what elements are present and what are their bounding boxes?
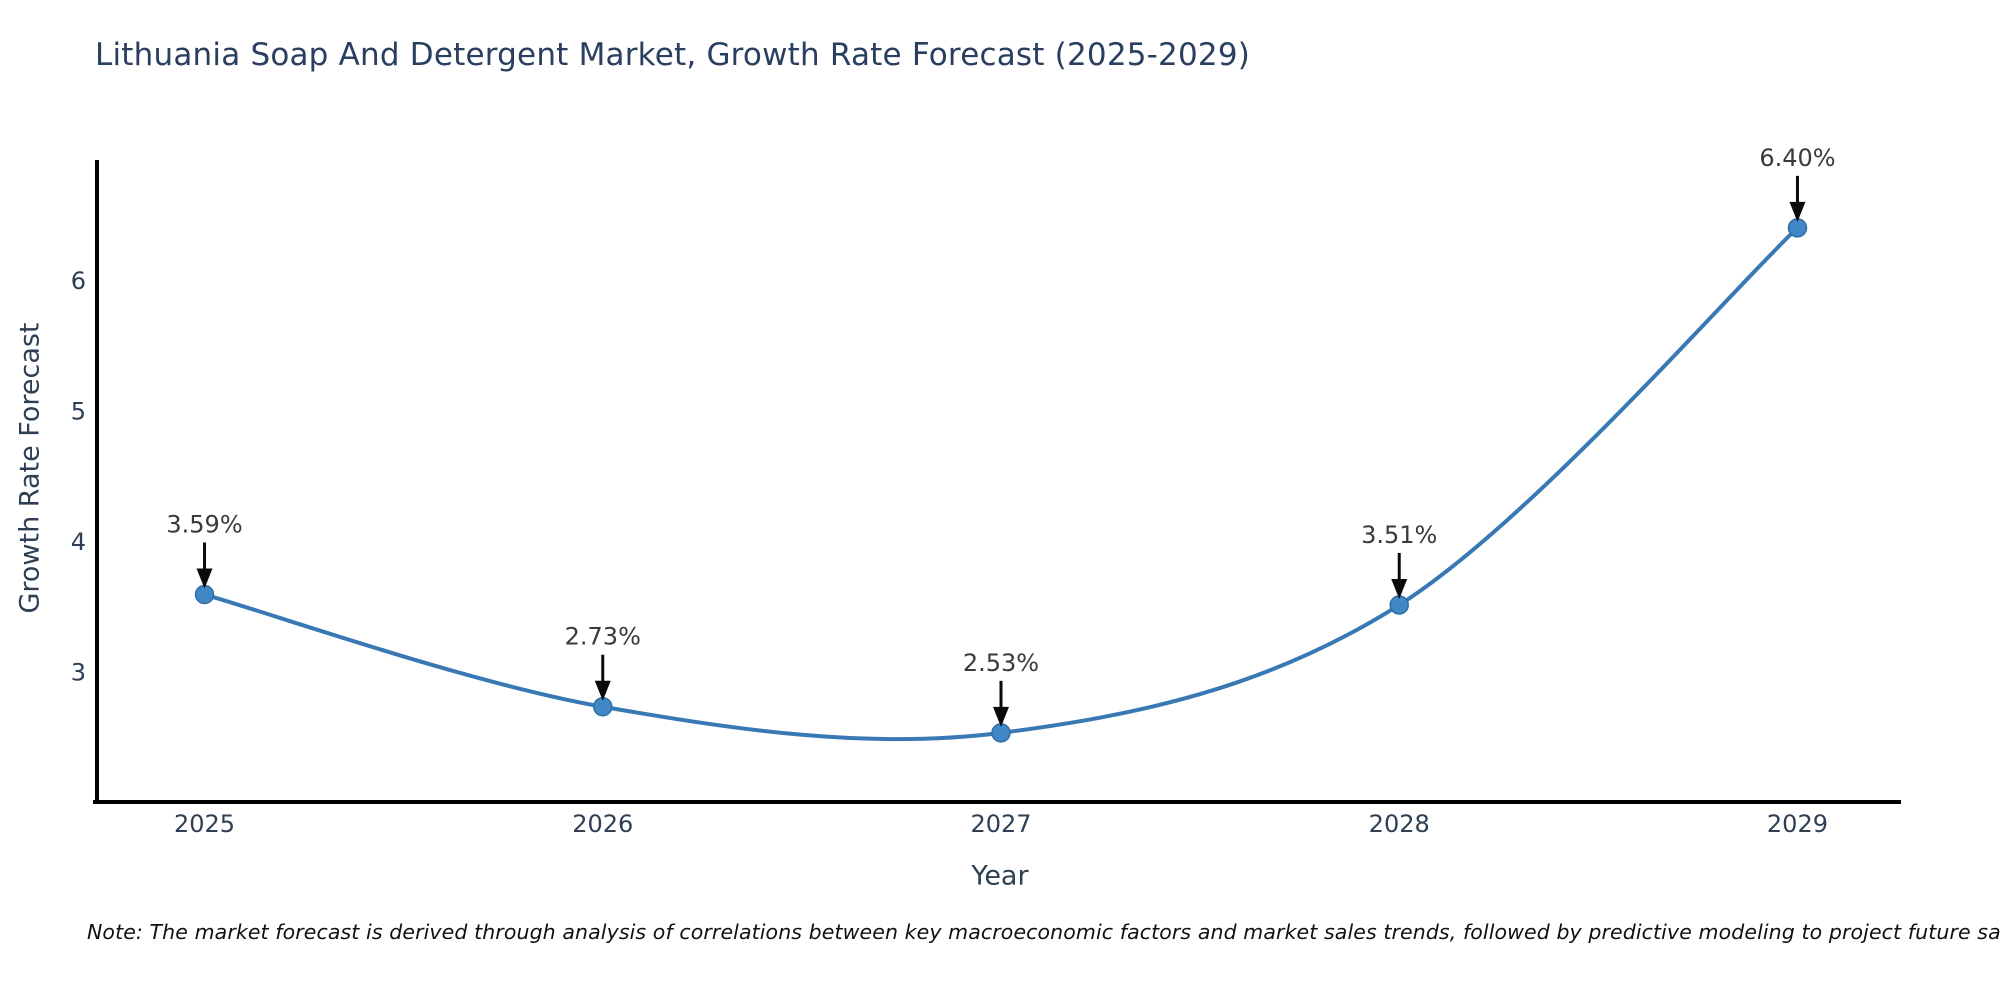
footnote: Note: The market forecast is derived thr… xyxy=(87,920,2000,944)
y-tick-label: 4 xyxy=(71,528,86,556)
annotation-label: 2.73% xyxy=(565,623,641,651)
annotation-arrow-head xyxy=(1391,578,1408,599)
annotation-label: 2.53% xyxy=(963,649,1039,677)
chart-title: Lithuania Soap And Detergent Market, Gro… xyxy=(95,37,1251,73)
x-tick-label: 2029 xyxy=(1767,810,1828,838)
y-tick-label: 6 xyxy=(71,267,86,295)
x-axis-title: Year xyxy=(971,860,1029,892)
y-tick-label: 3 xyxy=(71,659,86,687)
y-tick-label: 5 xyxy=(71,398,86,426)
x-tick-label: 2025 xyxy=(174,810,235,838)
annotation-arrow-head xyxy=(196,568,213,589)
x-tick-label: 2027 xyxy=(970,810,1031,838)
annotation-arrow-head xyxy=(1789,201,1806,222)
y-axis-title: Growth Rate Forecast xyxy=(14,322,46,614)
x-tick-label: 2028 xyxy=(1369,810,1430,838)
annotation-label: 6.40% xyxy=(1759,144,1835,172)
x-tick-label: 2026 xyxy=(572,810,633,838)
trend-line xyxy=(202,225,1800,742)
annotation-arrow-head xyxy=(992,706,1009,727)
annotation-arrow-head xyxy=(594,680,611,701)
annotation-label: 3.51% xyxy=(1361,521,1437,549)
annotation-label: 3.59% xyxy=(166,511,242,539)
